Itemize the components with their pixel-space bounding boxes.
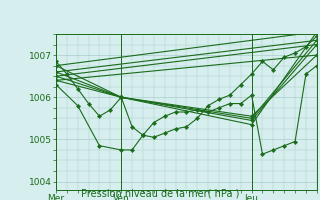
- Text: Pression niveau de la mer( hPa ): Pression niveau de la mer( hPa ): [81, 188, 239, 198]
